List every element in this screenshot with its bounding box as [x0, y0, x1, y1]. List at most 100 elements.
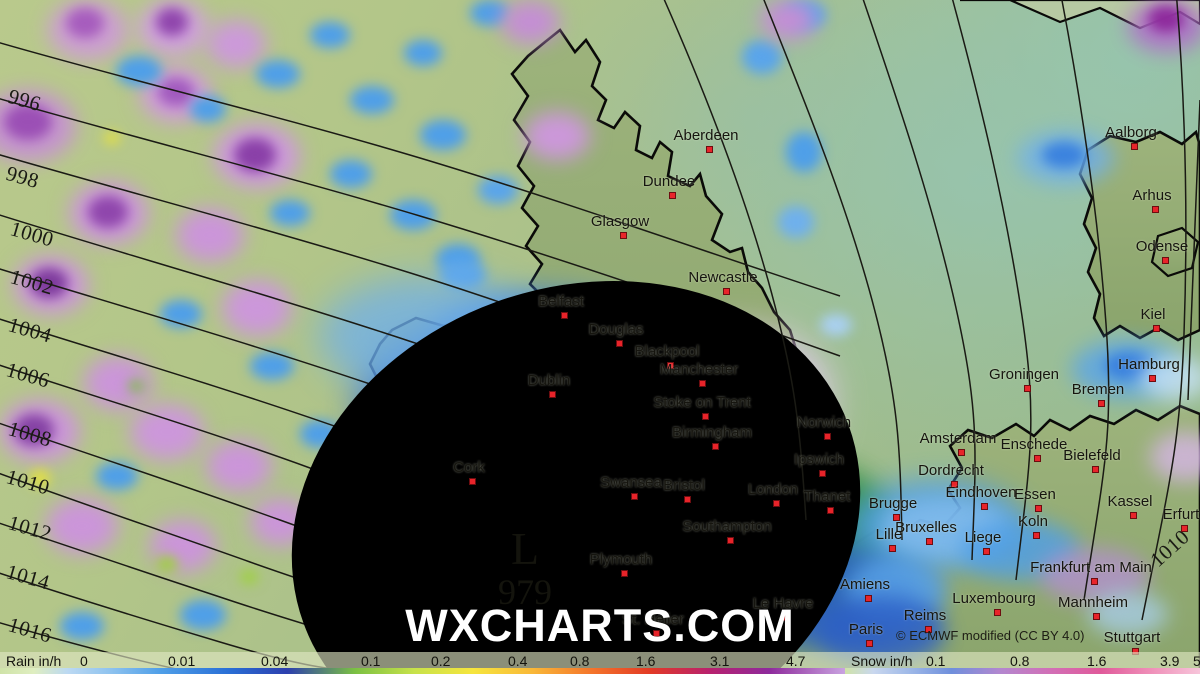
city-label: Frankfurt am Main: [1030, 559, 1152, 576]
city-label: Glasgow: [590, 213, 650, 230]
city-label: Aalborg: [1105, 124, 1157, 141]
city-label: Amsterdam: [919, 430, 997, 447]
city-dot-icon: [699, 380, 706, 387]
city-label: Groningen: [988, 366, 1060, 383]
city-label: Bristol: [663, 477, 705, 494]
city-label: Belfast: [538, 293, 584, 310]
city-label: Plymouth: [589, 551, 653, 568]
city-dot-icon: [1130, 512, 1137, 519]
city-dot-icon: [616, 340, 623, 347]
city-dot-icon: [1152, 206, 1159, 213]
city-dot-icon: [827, 507, 834, 514]
city-dot-icon: [1131, 143, 1138, 150]
city-label: Hamburg: [1118, 356, 1180, 373]
city-label: Eindhoven: [945, 484, 1017, 501]
city-dot-icon: [865, 595, 872, 602]
city-label: Bremen: [1071, 381, 1125, 398]
low-pressure-glyph: L: [510, 523, 540, 574]
rain-tick-label: 0.4: [508, 653, 528, 669]
city-label: Cork: [453, 459, 485, 476]
city-label: Arhus: [1132, 187, 1172, 204]
city-dot-icon: [994, 609, 1001, 616]
rain-tick-label: 0.1: [361, 653, 381, 669]
city-label: Swansea: [600, 474, 662, 491]
city-dot-icon: [469, 478, 476, 485]
rain-tick-label: 3.1: [710, 653, 730, 669]
city-dot-icon: [819, 470, 826, 477]
city-dot-icon: [1033, 532, 1040, 539]
city-dot-icon: [727, 537, 734, 544]
city-dot-icon: [926, 538, 933, 545]
city-label: Mannheim: [1057, 594, 1129, 611]
rain-tick-label: 0.2: [431, 653, 451, 669]
city-dot-icon: [983, 548, 990, 555]
city-label: Kiel: [1140, 306, 1166, 323]
low-pressure-center: L 979: [498, 523, 552, 612]
rain-tick-label: 4.7: [786, 653, 806, 669]
city-dot-icon: [783, 614, 790, 621]
city-dot-icon: [925, 626, 932, 633]
city-label: Bielefeld: [1063, 447, 1121, 464]
rain-legend[interactable]: Rain in/h 0 0.01 0.04 0.1 0.2 0.4 0.8 1.6 3.1 4.7: [0, 652, 845, 674]
city-dot-icon: [1149, 375, 1156, 382]
city-label: Reims: [903, 607, 947, 624]
city-dot-icon: [893, 514, 900, 521]
city-dot-icon: [866, 640, 873, 647]
city-label: Odense: [1135, 238, 1189, 255]
city-dot-icon: [621, 570, 628, 577]
city-dot-icon: [1098, 400, 1105, 407]
city-label: Liege: [964, 529, 1002, 546]
city-dot-icon: [706, 146, 713, 153]
city-label: Brugge: [868, 495, 918, 512]
city-label: Amiens: [839, 576, 891, 593]
city-dot-icon: [824, 433, 831, 440]
city-label: Douglas: [588, 321, 644, 338]
city-label: Bruxelles: [895, 519, 957, 536]
city-label: Stoke on Trent: [653, 394, 751, 411]
city-dot-icon: [981, 503, 988, 510]
city-dot-icon: [561, 312, 568, 319]
rain-tick-label: 0.04: [261, 653, 289, 669]
city-dot-icon: [1034, 455, 1041, 462]
snow-tick-label: 3.9: [1160, 653, 1180, 669]
city-label: Norwich: [796, 414, 852, 431]
city-dot-icon: [549, 391, 556, 398]
city-label: Dordrecht: [918, 462, 984, 479]
city-dot-icon: [702, 413, 709, 420]
city-dot-icon: [669, 192, 676, 199]
city-label: Birmingham: [671, 424, 753, 441]
city-dot-icon: [1153, 325, 1160, 332]
snow-tick-label: 1.6: [1087, 653, 1107, 669]
city-dot-icon: [889, 545, 896, 552]
city-dot-icon: [1091, 578, 1098, 585]
rain-tick-label: 1.6: [636, 653, 656, 669]
city-dot-icon: [1181, 525, 1188, 532]
snow-color-scale: [845, 668, 1200, 674]
rain-legend-label: Rain in/h: [6, 653, 62, 669]
city-dot-icon: [712, 443, 719, 450]
city-label: Enschede: [1000, 436, 1068, 453]
city-dot-icon: [667, 362, 674, 369]
rain-tick-label: 0.01: [168, 653, 196, 669]
city-label: St. Helier: [622, 611, 684, 628]
snow-tick-label: 0.8: [1010, 653, 1030, 669]
city-dot-icon: [1092, 466, 1099, 473]
city-dot-icon: [1035, 505, 1042, 512]
city-label: Koln: [1017, 513, 1049, 530]
snow-legend[interactable]: Snow in/h 0.1 0.8 1.6 3.9 5.9: [845, 652, 1200, 674]
legend-bar[interactable]: Rain in/h 0 0.01 0.04 0.1 0.2 0.4 0.8 1.6 3.1 4.7…: [0, 652, 1200, 674]
city-dot-icon: [631, 493, 638, 500]
city-label: Kassel: [1107, 493, 1153, 510]
city-label: Thanet: [803, 488, 851, 505]
city-label: Ipswich: [793, 451, 845, 468]
city-dot-icon: [1093, 613, 1100, 620]
city-label: Manchester: [659, 361, 739, 378]
low-pressure-value: 979: [498, 572, 552, 612]
ecmwf-attribution: © ECMWF modified (CC BY 4.0): [896, 628, 1085, 643]
city-dot-icon: [1162, 257, 1169, 264]
city-label: Erfurt: [1162, 506, 1200, 523]
city-label: Southampton: [682, 518, 772, 535]
city-dot-icon: [684, 496, 691, 503]
